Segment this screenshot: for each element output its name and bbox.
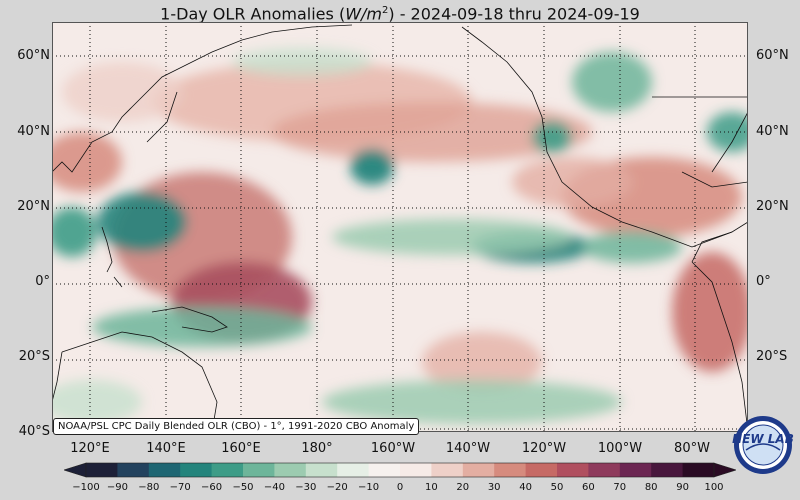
- olr-anomaly-map: [52, 22, 748, 432]
- logo-text: NEW LAB: [732, 432, 794, 446]
- lon-label-180: 180°: [301, 441, 333, 456]
- colorbar-segment: [117, 463, 150, 477]
- lat-label-40n-right: 40°N: [756, 124, 789, 139]
- coastlines: [52, 24, 748, 432]
- colorbar-tick-label: −30: [295, 482, 317, 493]
- lat-label-0-left: 0°: [35, 274, 50, 289]
- colorbar: [63, 462, 737, 482]
- lat-label-20n-left: 20°N: [17, 199, 50, 214]
- colorbar-segment: [274, 463, 307, 477]
- colorbar-segment: [619, 463, 652, 477]
- colorbar-tick-label: −100: [72, 482, 100, 493]
- lat-label-40s-left: 40°S: [18, 424, 50, 439]
- lat-label-20s-left: 20°S: [18, 349, 50, 364]
- philippines-coastline: [101, 226, 123, 288]
- colorbar-tick-label: 60: [582, 482, 595, 493]
- colorbar-segment: [337, 463, 370, 477]
- colorbar-segment: [525, 463, 558, 477]
- colorbar-tick-label: −10: [358, 482, 380, 493]
- lat-label-40n-left: 40°N: [17, 124, 50, 139]
- colorbar-segment: [557, 463, 589, 477]
- north-america-coastline: [461, 26, 748, 248]
- colorbar-segment: [86, 463, 118, 477]
- colorbar-tick-label: 80: [644, 482, 658, 493]
- colorbar-segment: [243, 463, 275, 477]
- colorbar-tick-label: −60: [201, 482, 223, 493]
- colorbar-tick-label: −40: [263, 482, 285, 493]
- asia-coastline: [52, 24, 353, 173]
- colorbar-tick-label: −70: [169, 482, 191, 493]
- colorbar-segment: [588, 463, 621, 477]
- colorbar-segment: [494, 463, 527, 477]
- colorbar-segment: [400, 463, 432, 477]
- colorbar-tick-label: 40: [519, 482, 532, 493]
- lat-label-60n-left: 60°N: [17, 48, 50, 63]
- lon-label-160e: 160°E: [221, 441, 261, 456]
- colorbar-tick-label: −80: [138, 482, 160, 493]
- colorbar-segment: [368, 463, 401, 477]
- colorbar-tick-label: −90: [106, 482, 128, 493]
- colorbar-tick-label: −50: [232, 482, 254, 493]
- colorbar-tick-label: 100: [704, 482, 724, 493]
- colorbar-tick-label: 70: [613, 482, 627, 493]
- colorbar-tick-label: 10: [425, 482, 438, 493]
- colorbar-segment: [180, 463, 213, 477]
- colorbar-tick-label: 0: [396, 482, 404, 493]
- lat-label-20n-right: 20°N: [756, 199, 789, 214]
- colorbar-tick-label: 30: [487, 482, 501, 493]
- colorbar-segment: [211, 463, 244, 477]
- lon-label-120e: 120°E: [70, 441, 110, 456]
- lat-label-0-right: 0°: [756, 274, 771, 289]
- lon-label-160w: 160°W: [370, 441, 416, 456]
- lon-label-80w: 80°W: [674, 441, 710, 456]
- data-source-credit: NOAA/PSL CPC Daily Blended OLR (CBO) - 1…: [53, 418, 420, 435]
- colorbar-tick-label: 50: [550, 482, 564, 493]
- colorbar-segment: [148, 463, 181, 477]
- lon-label-140e: 140°E: [146, 441, 186, 456]
- map-title: 1-Day OLR Anomalies (W/m2) - 2024-09-18 …: [160, 4, 640, 24]
- lon-label-120w: 120°W: [521, 441, 567, 456]
- colorbar-segment: [431, 463, 464, 477]
- lab-logo: NEW LAB: [732, 414, 794, 476]
- colorbar-segment: [462, 463, 495, 477]
- colorbar-low-arrow: [63, 462, 87, 478]
- new-guinea-coastline: [151, 306, 228, 333]
- lat-label-20s-right: 20°S: [756, 349, 788, 364]
- japan-coastline: [146, 91, 178, 143]
- colorbar-segment: [682, 463, 715, 477]
- colorbar-segment: [651, 463, 684, 477]
- colorbar-tick-label: 20: [456, 482, 470, 493]
- graticule: [52, 22, 748, 432]
- colorbar-segment: [305, 463, 338, 477]
- south-america-coastline: [691, 231, 748, 432]
- lat-label-60n-right: 60°N: [756, 48, 789, 63]
- anomaly-field: [52, 48, 748, 424]
- lon-label-140w: 140°W: [445, 441, 491, 456]
- colorbar-tick-label: 90: [676, 482, 689, 493]
- colorbar-tick-label: −20: [326, 482, 348, 493]
- australia-coastline: [52, 331, 218, 432]
- lon-label-100w: 100°W: [597, 441, 643, 456]
